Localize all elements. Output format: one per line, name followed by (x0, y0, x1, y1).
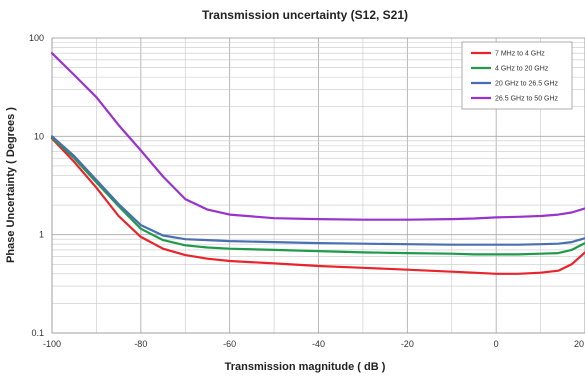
y-tick-label: 100 (29, 33, 44, 43)
legend-label-1: 7 MHz to 4 GHz (495, 51, 545, 58)
series-line-1 (50, 137, 585, 275)
plot-area-border (51, 37, 585, 334)
x-tick-labels: -100 -80 -60 -40 -20 0 20 (43, 339, 584, 349)
y-tick-label: 0.1 (31, 328, 44, 338)
legend-label-4: 26.5 GHz to 50 GHz (495, 96, 559, 103)
series-line-2 (50, 136, 585, 256)
series-line-3 (50, 135, 585, 246)
x-tick-label: -100 (43, 339, 61, 349)
series-line-4 (50, 52, 585, 221)
chart-title: Transmission uncertainty (S12, S21) (202, 8, 408, 22)
legend-label-2: 4 GHz to 20 GHz (495, 66, 549, 73)
y-axis-label: Phase Uncertainty ( Degrees ) (5, 107, 17, 263)
legend-label-3: 20 GHz to 26.5 GHz (495, 81, 559, 88)
x-tick-label: -40 (312, 339, 325, 349)
x-tick-label: -20 (401, 339, 414, 349)
y-tick-label: 1 (39, 230, 44, 240)
x-axis-label: Transmission magnitude ( dB ) (225, 361, 386, 373)
y-tick-labels: 0.1 1 10 100 (29, 33, 44, 338)
y-tick-label: 10 (34, 131, 44, 141)
legend: 7 MHz to 4 GHz 4 GHz to 20 GHz 20 GHz to 2… (461, 41, 573, 110)
x-tick-label: 20 (574, 339, 584, 349)
x-tick-label: 0 (494, 339, 499, 349)
x-tick-label: -80 (134, 339, 147, 349)
x-tick-label: -60 (223, 339, 236, 349)
series-group (50, 52, 585, 275)
